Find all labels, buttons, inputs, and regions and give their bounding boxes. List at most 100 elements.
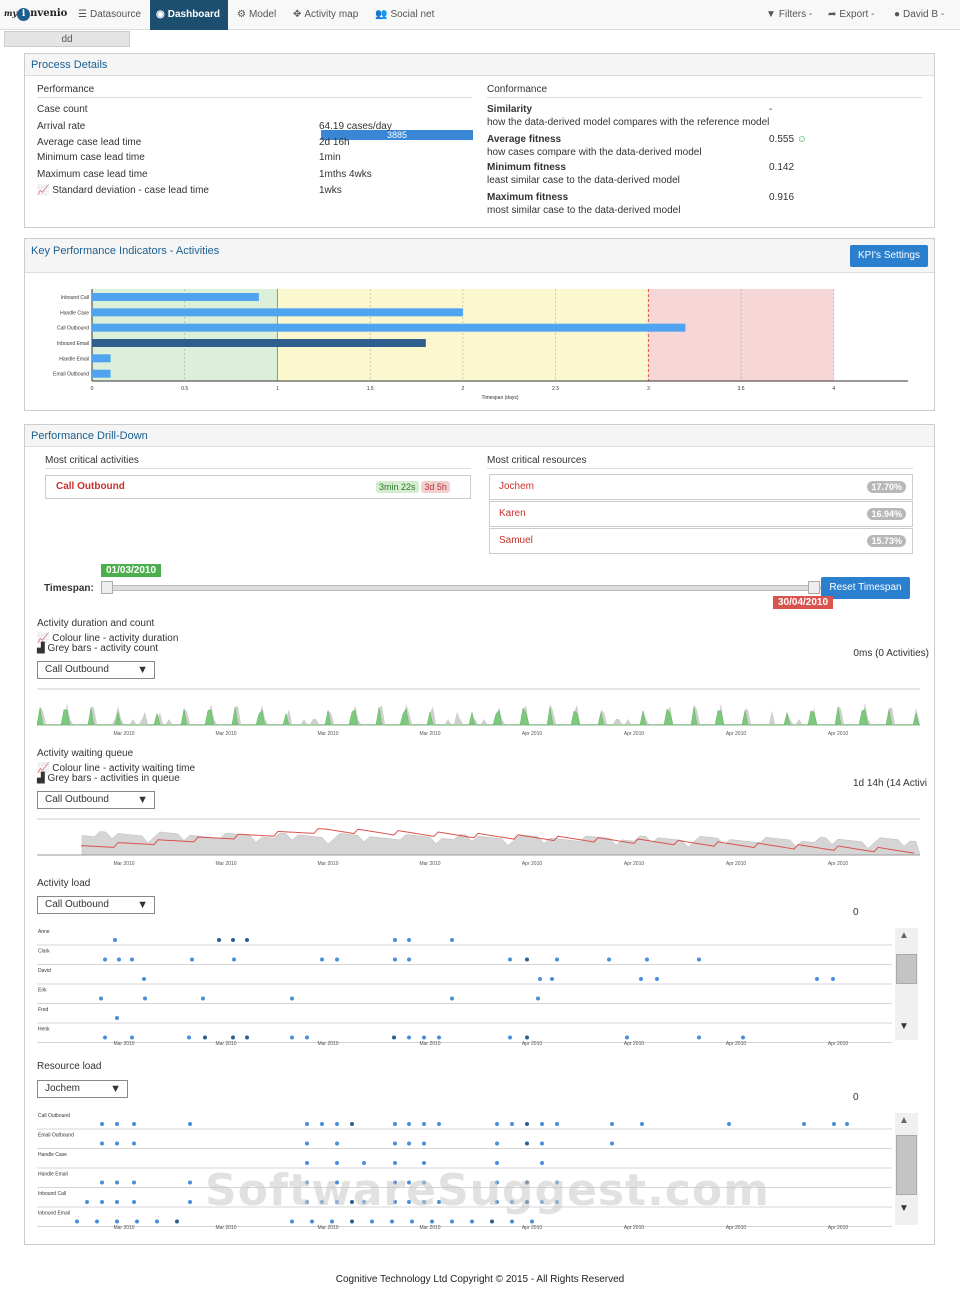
- scroll-up-icon[interactable]: ▲: [899, 930, 909, 941]
- slider-end-handle[interactable]: [808, 581, 820, 594]
- load-dot: [305, 1035, 309, 1040]
- critical-resource-item[interactable]: Karen 16.94%: [489, 501, 913, 527]
- export-menu[interactable]: ➦ Export -: [828, 9, 875, 20]
- time-tick: Mar 2010: [215, 1041, 236, 1047]
- invenio-logo[interactable]: my i nvenio: [4, 8, 68, 21]
- scroll-up-icon[interactable]: ▲: [899, 1115, 909, 1126]
- load-dot: [310, 1219, 314, 1224]
- load-dot: [188, 1122, 192, 1126]
- waiting-red-line: [81, 828, 915, 854]
- waiting-activity-select[interactable]: Call Outbound ▼: [37, 791, 155, 809]
- slider-start-handle[interactable]: [101, 581, 113, 594]
- load-dot: [437, 1122, 441, 1126]
- nav-social-net[interactable]: 👥 Social net: [375, 9, 435, 20]
- load-dot: [437, 1035, 441, 1040]
- load-scrollbar[interactable]: ▲ ▼: [895, 928, 918, 1040]
- load-dot: [135, 1219, 139, 1224]
- scroll-down-icon[interactable]: ▼: [899, 1203, 909, 1214]
- activity-badges: 3min 22s 3d 5h: [376, 481, 450, 493]
- resource-select[interactable]: Jochem ▼: [37, 1080, 128, 1098]
- critical-activity-item[interactable]: Call Outbound 3min 22s 3d 5h: [45, 475, 471, 499]
- time-tick: Apr 2010: [624, 1041, 645, 1047]
- row-label: Handle Case: [38, 1152, 67, 1158]
- scroll-thumb[interactable]: [896, 954, 917, 984]
- kpi-x-tick: 2.5: [552, 386, 559, 392]
- max-fitness-desc: most similar case to the data-derived mo…: [487, 205, 681, 216]
- nav-activity-map[interactable]: ✥ Activity map: [293, 9, 359, 20]
- nav-dashboard[interactable]: ◉ Dashboard: [150, 0, 228, 30]
- waiting-value: 1d 14h (14 Activi: [853, 778, 927, 789]
- kpi-category-label: Inbound Call: [61, 295, 89, 301]
- load-dot: [538, 977, 542, 981]
- kpi-bar: [92, 339, 426, 347]
- load-dot: [407, 1035, 411, 1040]
- kpi-x-tick: 0: [91, 386, 94, 392]
- users-icon: 👥: [375, 9, 388, 20]
- resource-name: Jochem: [499, 481, 535, 492]
- similarity-label: Similarity: [487, 104, 533, 115]
- time-tick: Mar 2010: [113, 861, 134, 867]
- waiting-grey-bars: [37, 831, 920, 856]
- time-tick: Mar 2010: [317, 1225, 338, 1231]
- line-chart-icon: 📈: [37, 633, 50, 644]
- scroll-thumb[interactable]: [896, 1135, 917, 1195]
- load-dot: [320, 1200, 324, 1204]
- max-duration-badge: 3d 5h: [421, 481, 450, 493]
- load-dot: [697, 1035, 701, 1040]
- user-icon: ●: [894, 9, 901, 20]
- filter-icon: ▼: [766, 9, 776, 20]
- load-dot: [155, 1219, 159, 1224]
- load-dot: [335, 1161, 339, 1165]
- critical-resource-item[interactable]: Jochem 17.70%: [489, 474, 913, 500]
- dashboard-tab[interactable]: dd: [4, 31, 130, 47]
- time-tick: Apr 2010: [624, 1225, 645, 1231]
- kpi-category-label: Inbound Email: [57, 341, 89, 347]
- load-dot: [437, 1200, 441, 1204]
- nav-model[interactable]: ⚙ Model: [237, 9, 277, 20]
- load-dot: [470, 1219, 474, 1224]
- load-dot: [305, 1180, 309, 1185]
- area-chart-icon: ▟: [37, 643, 45, 654]
- time-tick: Mar 2010: [419, 1041, 440, 1047]
- time-tick: Mar 2010: [419, 731, 440, 737]
- row-label: Inbound Email: [38, 1211, 70, 1217]
- resource-scrollbar[interactable]: ▲ ▼: [895, 1113, 918, 1225]
- time-tick: Mar 2010: [317, 731, 338, 737]
- resource-load-value: 0: [853, 1092, 859, 1103]
- time-tick: Apr 2010: [624, 731, 645, 737]
- load-dot: [525, 1122, 529, 1126]
- load-dot: [393, 1122, 397, 1126]
- nav-datasource[interactable]: ☰ Datasource: [78, 9, 142, 20]
- avg-fitness-desc: how cases compare with the data-derived …: [487, 147, 702, 158]
- load-dot: [525, 1035, 529, 1040]
- user-menu[interactable]: ● David B -: [894, 9, 945, 20]
- load-dot: [392, 1035, 396, 1040]
- load-dot: [335, 1200, 339, 1204]
- performance-heading: Performance: [37, 84, 95, 95]
- time-tick: Apr 2010: [726, 1041, 747, 1047]
- case-count-label: Case count: [37, 104, 88, 115]
- kpi-x-tick: 4: [832, 386, 835, 392]
- timespan-label: Timespan:: [44, 583, 94, 594]
- load-activity-select[interactable]: Call Outbound ▼: [37, 896, 155, 914]
- load-dot: [335, 1122, 339, 1126]
- load-dot: [100, 1200, 104, 1204]
- load-dot: [95, 1219, 99, 1224]
- load-dot: [201, 996, 205, 1001]
- reset-timespan-button[interactable]: Reset Timespan: [821, 577, 910, 599]
- conformance-heading: Conformance: [487, 84, 548, 95]
- area-chart-icon: ▟: [37, 773, 45, 784]
- filters-menu[interactable]: ▼ Filters -: [766, 9, 813, 20]
- load-dot: [555, 1200, 559, 1204]
- dropdown-arrow-icon: ▼: [110, 1083, 121, 1095]
- critical-resource-item[interactable]: Samuel 15.73%: [489, 528, 913, 554]
- row-label: Email Outbound: [38, 1133, 74, 1139]
- timespan-slider-track[interactable]: [101, 585, 821, 591]
- similarity-desc: how the data-derived model compares with…: [487, 117, 770, 128]
- duration-activity-select[interactable]: Call Outbound ▼: [37, 661, 155, 679]
- row-label: Clark: [38, 949, 50, 955]
- scroll-down-icon[interactable]: ▼: [899, 1021, 909, 1032]
- kpi-settings-button[interactable]: KPI's Settings: [850, 245, 928, 267]
- waiting-legend-bars: ▟ Grey bars - activities in queue: [37, 773, 180, 784]
- load-dot: [305, 1122, 309, 1126]
